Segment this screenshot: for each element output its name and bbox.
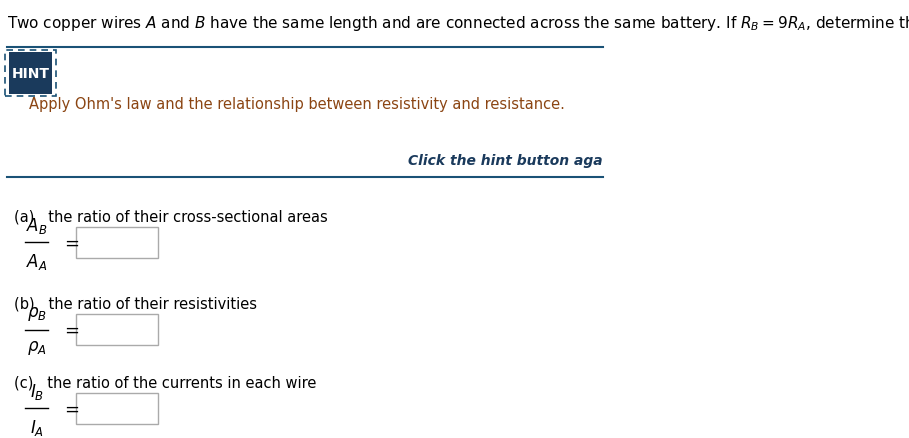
Text: $I_A$: $I_A$: [30, 417, 44, 437]
FancyBboxPatch shape: [76, 227, 158, 258]
FancyBboxPatch shape: [76, 314, 158, 346]
Text: Click the hint button aga: Click the hint button aga: [407, 153, 603, 167]
Text: Two copper wires $A$ and $B$ have the same length and are connected across the s: Two copper wires $A$ and $B$ have the sa…: [7, 14, 909, 33]
Text: =: =: [64, 321, 79, 339]
Text: =: =: [64, 234, 79, 252]
Text: HINT: HINT: [12, 67, 50, 81]
Text: (a)   the ratio of their cross-sectional areas: (a) the ratio of their cross-sectional a…: [14, 208, 327, 224]
Text: $A_A$: $A_A$: [26, 251, 47, 271]
Text: (c)   the ratio of the currents in each wire: (c) the ratio of the currents in each wi…: [14, 374, 316, 389]
Text: $I_B$: $I_B$: [30, 381, 44, 402]
Text: =: =: [64, 399, 79, 417]
Text: $\rho_A$: $\rho_A$: [26, 338, 46, 356]
Text: Apply Ohm's law and the relationship between resistivity and resistance.: Apply Ohm's law and the relationship bet…: [29, 97, 564, 112]
FancyBboxPatch shape: [9, 53, 53, 95]
Text: (b)   the ratio of their resistivities: (b) the ratio of their resistivities: [14, 296, 256, 311]
Text: $\rho_B$: $\rho_B$: [26, 305, 46, 323]
Text: $A_B$: $A_B$: [25, 215, 47, 236]
FancyBboxPatch shape: [76, 393, 158, 424]
